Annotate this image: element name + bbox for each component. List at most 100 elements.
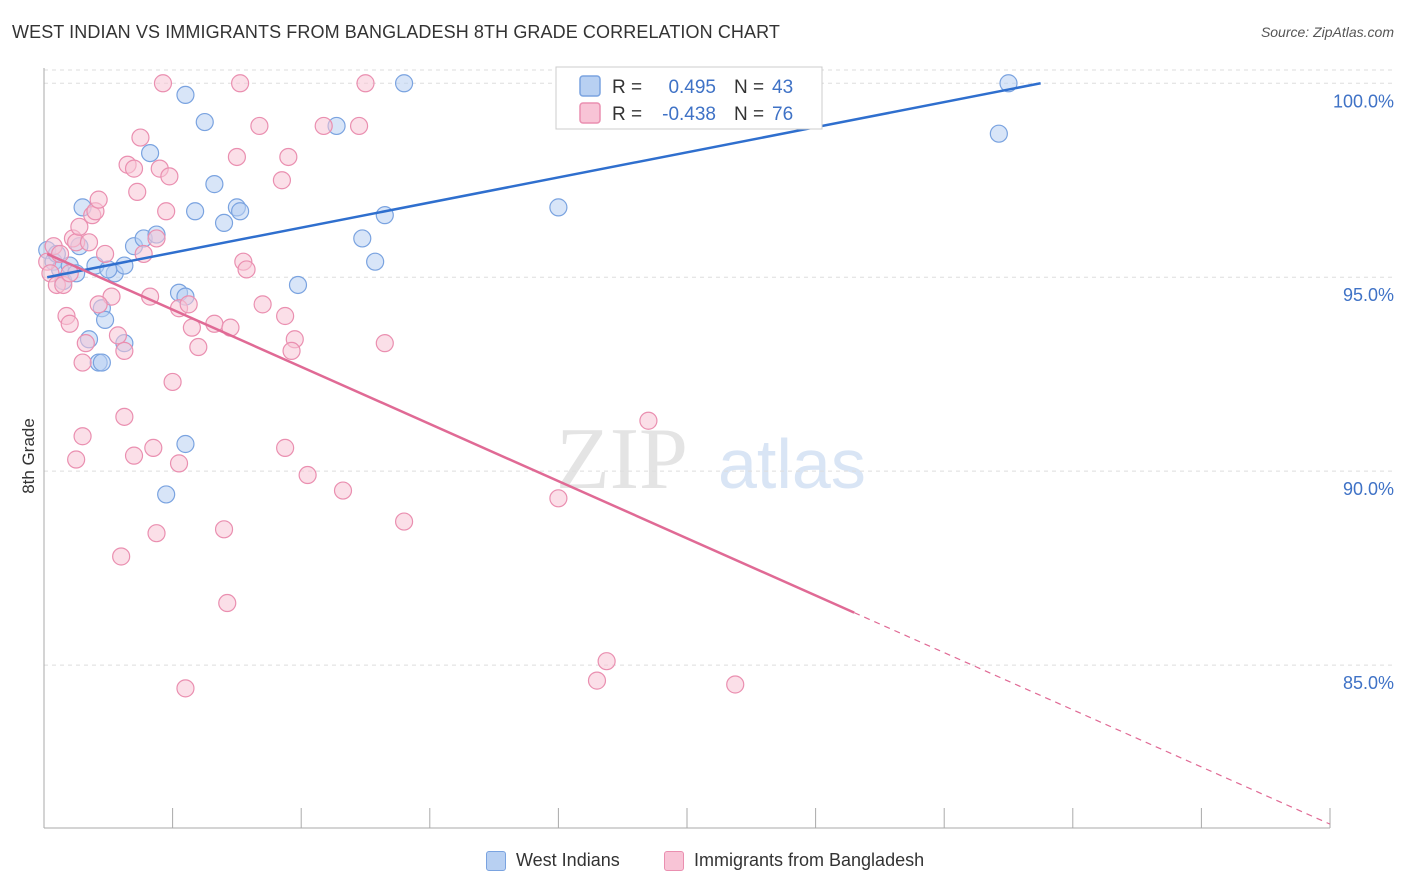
point-bangladesh xyxy=(282,341,301,361)
point-west-indians xyxy=(176,434,195,454)
point-bangladesh xyxy=(67,450,86,469)
point-bangladesh xyxy=(108,326,128,345)
point-bangladesh xyxy=(231,74,250,93)
point-bangladesh xyxy=(169,454,189,473)
legend-item-bangladesh[interactable]: Immigrants from Bangladesh xyxy=(664,850,924,871)
legend-swatch-pink xyxy=(664,850,684,871)
scatter-chart: ZIPatlas85.0%90.0%95.0%100.0%0.0%40.0%8t… xyxy=(19,66,1394,829)
point-bangladesh xyxy=(176,679,195,698)
point-bangladesh xyxy=(218,593,237,613)
stats-r-label: R = xyxy=(612,104,642,125)
point-west-indians xyxy=(157,485,176,504)
point-bangladesh xyxy=(253,295,272,314)
point-bangladesh xyxy=(726,675,745,694)
point-bangladesh xyxy=(73,353,92,372)
watermark-zip: ZIP xyxy=(556,411,688,508)
chart-title: WEST INDIAN VS IMMIGRANTS FROM BANGLADES… xyxy=(12,22,780,42)
point-bangladesh xyxy=(356,74,375,93)
y-axis-label: 8th Grade xyxy=(19,418,38,494)
point-bangladesh xyxy=(89,190,108,209)
legend-item-west-indians[interactable]: West Indians xyxy=(486,850,620,871)
point-bangladesh xyxy=(179,295,198,314)
point-bangladesh xyxy=(375,334,394,353)
stats-n-label: N = xyxy=(734,104,764,125)
point-west-indians xyxy=(205,175,224,194)
point-west-indians xyxy=(92,353,111,372)
y-tick-label: 95.0% xyxy=(1343,285,1394,305)
point-bangladesh xyxy=(70,217,89,236)
y-tick-label: 90.0% xyxy=(1343,479,1394,499)
point-bangladesh xyxy=(89,295,108,314)
stats-r-label: R = xyxy=(612,77,642,98)
y-tick-label: 100.0% xyxy=(1333,91,1394,111)
point-bangladesh xyxy=(131,128,150,147)
trend-line-west-indians xyxy=(46,82,1041,279)
point-west-indians xyxy=(366,252,385,271)
point-bangladesh xyxy=(95,244,115,264)
legend-label-bangladesh: Immigrants from Bangladesh xyxy=(694,850,925,870)
point-west-indians xyxy=(288,275,308,295)
point-bangladesh xyxy=(115,341,134,361)
point-bangladesh xyxy=(279,147,298,167)
point-bangladesh xyxy=(115,407,134,426)
point-bangladesh xyxy=(112,547,131,566)
legend-label-west-indians: West Indians xyxy=(516,850,620,870)
point-west-indians xyxy=(140,143,160,163)
point-bangladesh xyxy=(124,159,144,178)
point-bangladesh xyxy=(276,438,295,457)
point-west-indians xyxy=(549,198,568,217)
point-bangladesh xyxy=(60,314,79,333)
point-west-indians xyxy=(231,202,250,221)
point-bangladesh xyxy=(314,116,333,136)
legend-swatch-blue xyxy=(486,850,506,871)
point-bangladesh xyxy=(147,524,166,543)
point-west-indians xyxy=(394,74,414,93)
point-bangladesh xyxy=(587,671,607,690)
point-west-indians xyxy=(95,310,115,329)
point-bangladesh xyxy=(237,260,256,279)
stats-r-value: 0.495 xyxy=(668,77,716,98)
point-bangladesh xyxy=(349,116,369,136)
bottom-legend: West Indians Immigrants from Bangladesh xyxy=(0,850,1406,880)
stats-r-value: -0.438 xyxy=(662,104,716,125)
point-west-indians xyxy=(115,256,134,275)
point-bangladesh xyxy=(549,489,568,508)
point-west-indians xyxy=(176,85,195,105)
point-bangladesh xyxy=(214,520,234,539)
point-bangladesh xyxy=(144,438,163,457)
point-bangladesh xyxy=(394,512,414,531)
stats-n-label: N = xyxy=(734,77,764,98)
stats-swatch xyxy=(579,75,601,97)
point-bangladesh xyxy=(227,147,246,167)
source-label: Source: ZipAtlas.com xyxy=(1260,24,1394,40)
point-bangladesh xyxy=(333,481,353,500)
point-bangladesh xyxy=(276,306,295,326)
point-bangladesh xyxy=(153,74,173,93)
point-west-indians xyxy=(353,229,372,248)
point-west-indians xyxy=(214,213,234,233)
point-bangladesh xyxy=(250,116,269,136)
point-bangladesh xyxy=(128,182,147,201)
stats-n-value: 43 xyxy=(772,77,793,98)
point-bangladesh xyxy=(272,171,292,190)
point-bangladesh xyxy=(124,446,144,465)
point-bangladesh xyxy=(160,167,179,186)
y-tick-label: 85.0% xyxy=(1343,673,1394,693)
point-bangladesh xyxy=(79,233,99,252)
point-bangladesh xyxy=(157,202,176,221)
point-bangladesh xyxy=(73,427,92,446)
point-west-indians xyxy=(195,112,214,132)
point-bangladesh xyxy=(76,334,95,353)
watermark-atlas: atlas xyxy=(718,425,866,503)
point-bangladesh xyxy=(163,372,182,392)
point-bangladesh xyxy=(639,411,658,430)
stats-swatch xyxy=(579,102,601,124)
point-west-indians xyxy=(989,124,1008,143)
point-bangladesh xyxy=(189,337,208,357)
stats-legend: R = 0.495 N = 43 R = -0.438 N = 76 xyxy=(555,66,823,130)
trend-line-bangladesh xyxy=(46,252,855,614)
stats-n-value: 76 xyxy=(772,104,793,125)
point-bangladesh xyxy=(597,652,616,671)
point-west-indians xyxy=(186,202,205,221)
trend-line-bangladesh-extension xyxy=(853,612,1331,825)
